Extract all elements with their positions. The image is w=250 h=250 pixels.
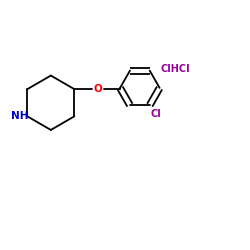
Text: Cl: Cl: [151, 109, 162, 119]
Text: NH: NH: [11, 111, 29, 121]
Text: O: O: [94, 84, 102, 94]
Text: ClHCl: ClHCl: [161, 64, 190, 74]
